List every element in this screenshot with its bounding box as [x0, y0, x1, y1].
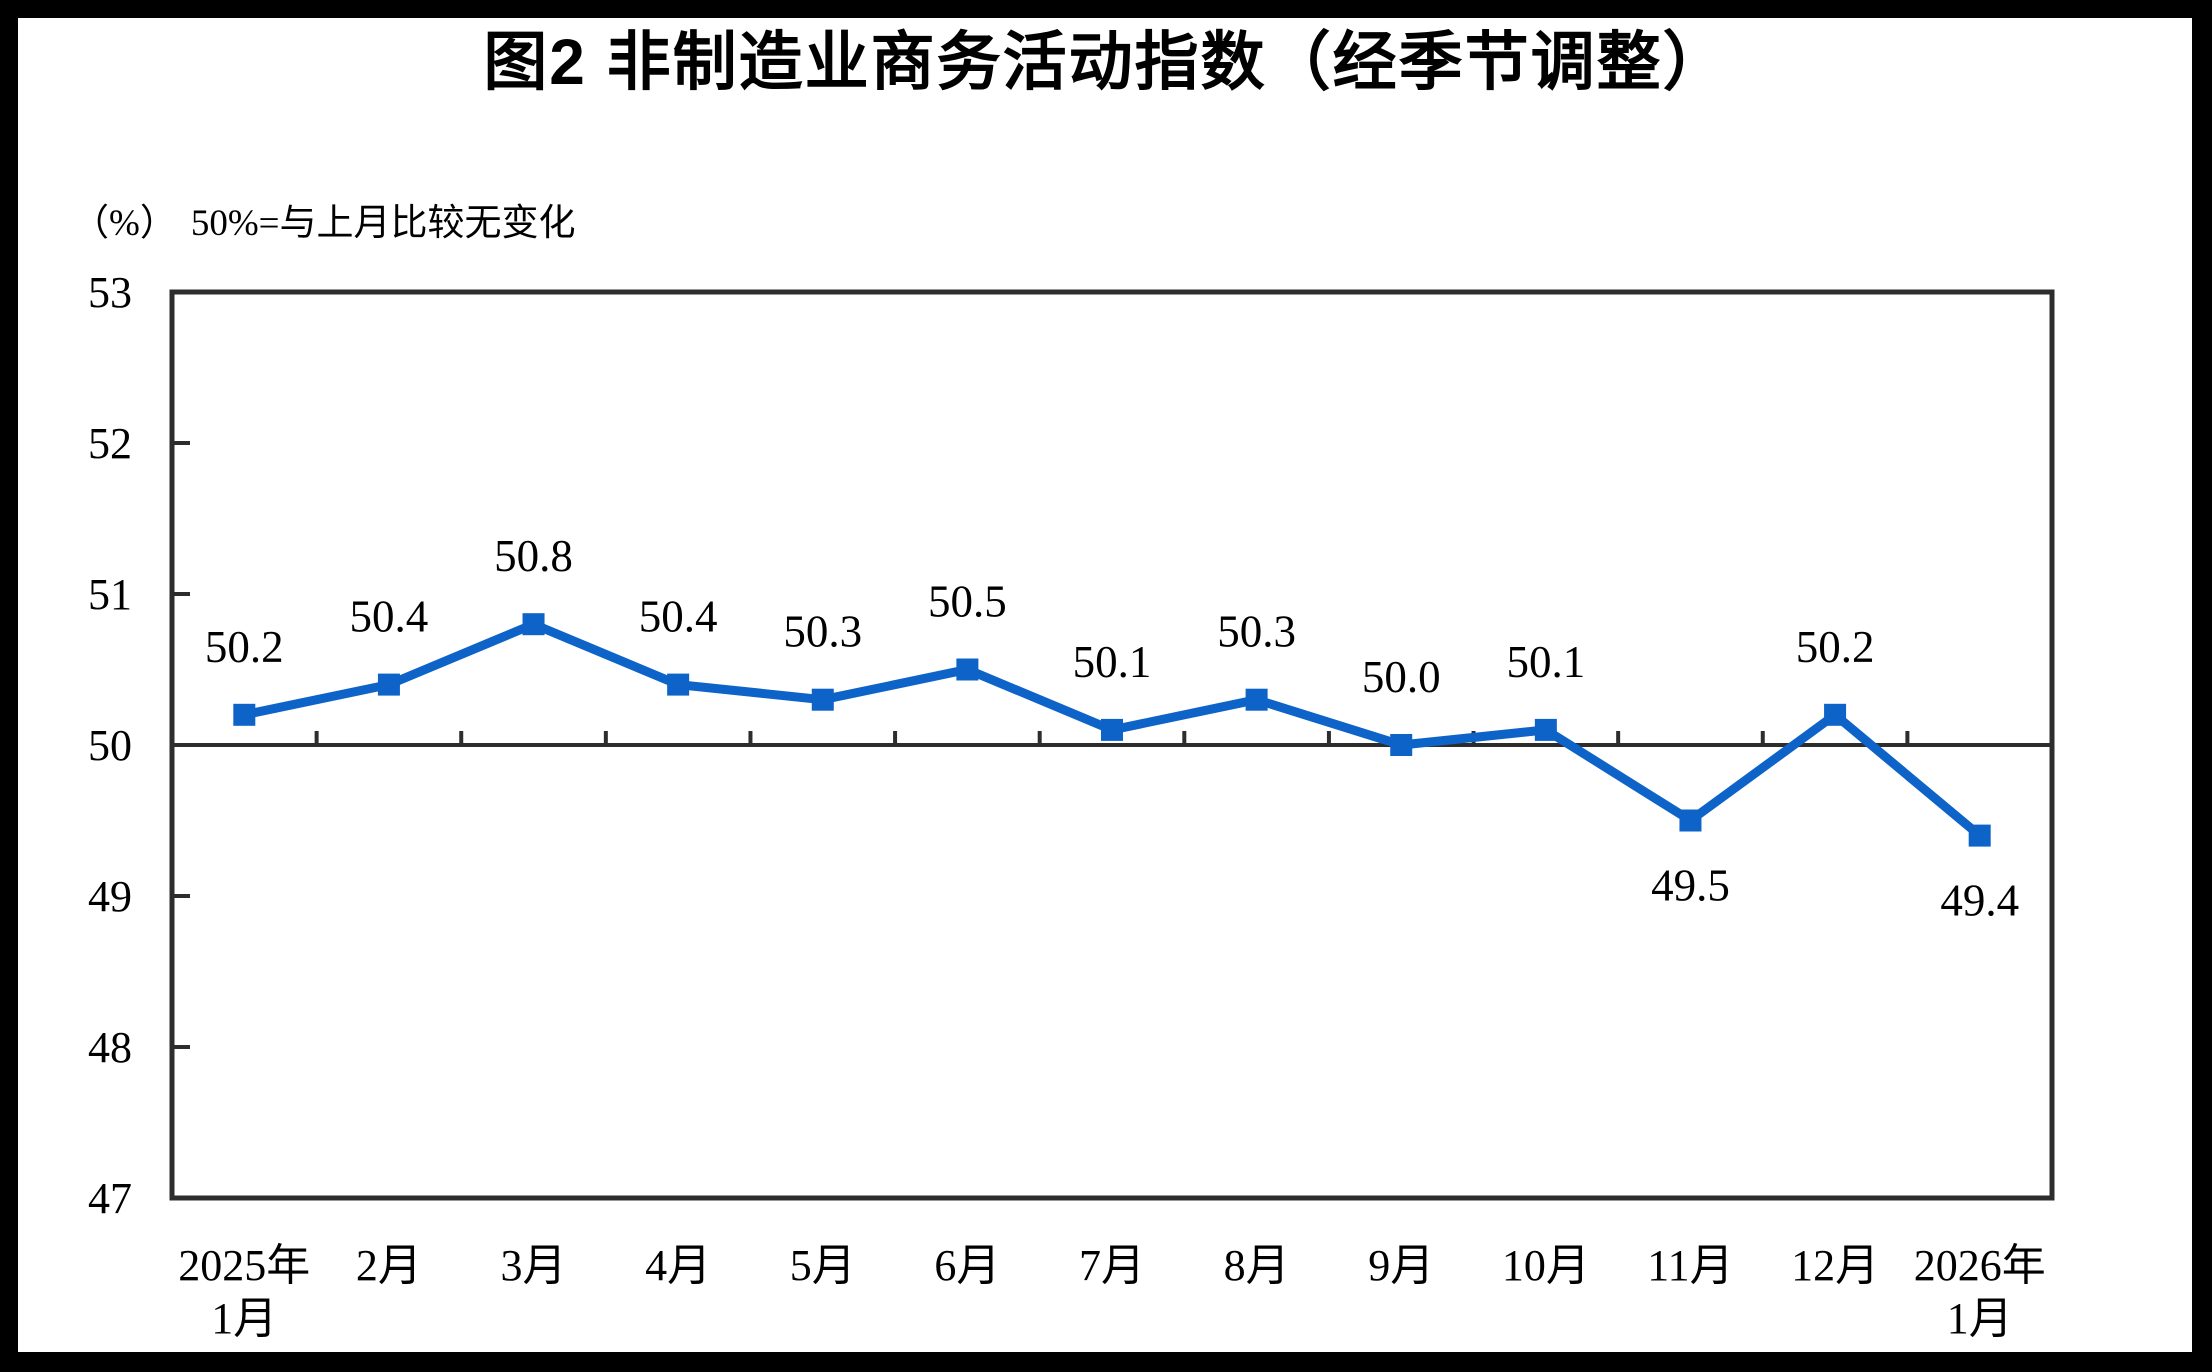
chart-title: 图2 非制造业商务活动指数（经季节调整） — [483, 26, 1729, 98]
axis-subtitle: （%） 50%=与上月比较无变化 — [72, 192, 576, 246]
reference-note: 50%=与上月比较无变化 — [190, 203, 576, 244]
y-axis-unit-label: （%） — [72, 203, 177, 244]
